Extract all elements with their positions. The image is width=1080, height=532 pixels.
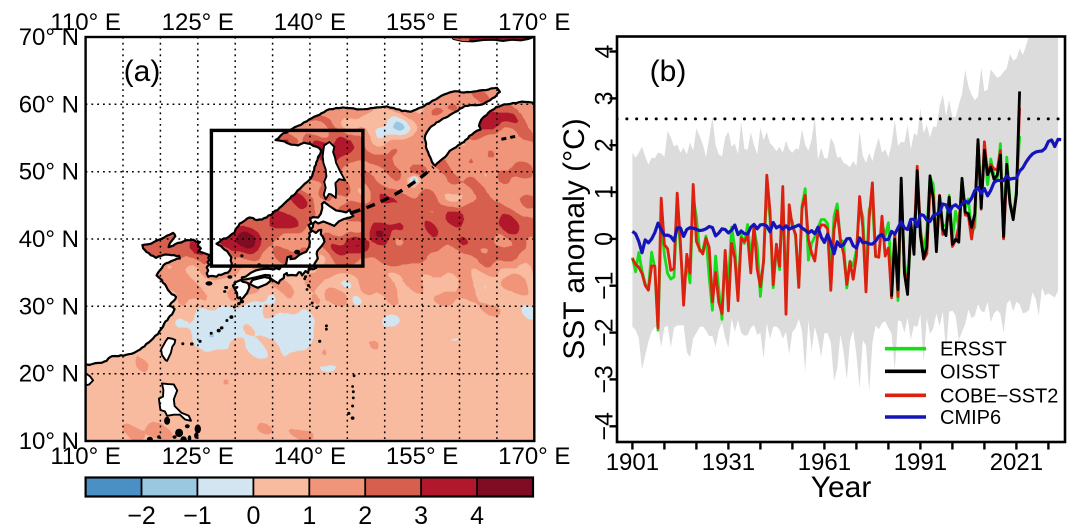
- svg-text:Year: Year: [811, 471, 872, 504]
- svg-text:170° E: 170° E: [498, 443, 570, 470]
- svg-text:20° N: 20° N: [19, 361, 79, 388]
- svg-text:(b): (b): [650, 55, 687, 88]
- svg-text:0: 0: [591, 232, 619, 246]
- svg-text:2021: 2021: [990, 449, 1043, 476]
- svg-text:40° N: 40° N: [19, 226, 79, 253]
- svg-text:60° N: 60° N: [19, 91, 79, 118]
- svg-text:2: 2: [358, 502, 372, 530]
- svg-text:1931: 1931: [702, 449, 755, 476]
- svg-text:4: 4: [470, 502, 484, 530]
- svg-text:30° N: 30° N: [19, 293, 79, 320]
- svg-text:−2: −2: [127, 502, 156, 530]
- svg-text:110° E: 110° E: [50, 443, 121, 470]
- svg-text:155° E: 155° E: [386, 9, 458, 36]
- svg-text:155° E: 155° E: [386, 443, 458, 470]
- svg-text:CMIP6: CMIP6: [940, 407, 1001, 429]
- svg-text:4: 4: [591, 44, 619, 58]
- svg-text:0: 0: [246, 502, 260, 530]
- svg-text:3: 3: [591, 91, 619, 105]
- svg-text:110° E: 110° E: [50, 9, 121, 36]
- svg-text:125° E: 125° E: [162, 9, 234, 36]
- svg-text:−1: −1: [183, 502, 212, 530]
- svg-text:−1: −1: [591, 271, 619, 300]
- svg-text:125° E: 125° E: [162, 443, 234, 470]
- svg-text:140° E: 140° E: [274, 9, 346, 36]
- svg-text:−3: −3: [591, 365, 619, 394]
- svg-text:1961: 1961: [798, 449, 851, 476]
- svg-text:3: 3: [414, 502, 428, 530]
- svg-text:1991: 1991: [894, 449, 947, 476]
- svg-text:170° E: 170° E: [498, 9, 570, 36]
- svg-text:140° E: 140° E: [274, 443, 346, 470]
- svg-text:70° N: 70° N: [19, 24, 79, 51]
- svg-text:COBE−SST2: COBE−SST2: [940, 385, 1058, 407]
- svg-text:1901: 1901: [606, 449, 659, 476]
- svg-text:2: 2: [591, 138, 619, 152]
- svg-text:SST anomaly (°C): SST anomaly (°C): [558, 118, 591, 360]
- svg-text:(a): (a): [124, 55, 161, 88]
- svg-text:1: 1: [591, 185, 619, 199]
- svg-text:−2: −2: [591, 318, 619, 347]
- svg-text:OISST: OISST: [940, 361, 1000, 383]
- svg-text:ERSST: ERSST: [940, 339, 1007, 361]
- svg-text:10° N: 10° N: [19, 428, 79, 455]
- svg-text:−4: −4: [591, 412, 619, 441]
- svg-text:50° N: 50° N: [19, 159, 79, 186]
- svg-text:1: 1: [302, 502, 316, 530]
